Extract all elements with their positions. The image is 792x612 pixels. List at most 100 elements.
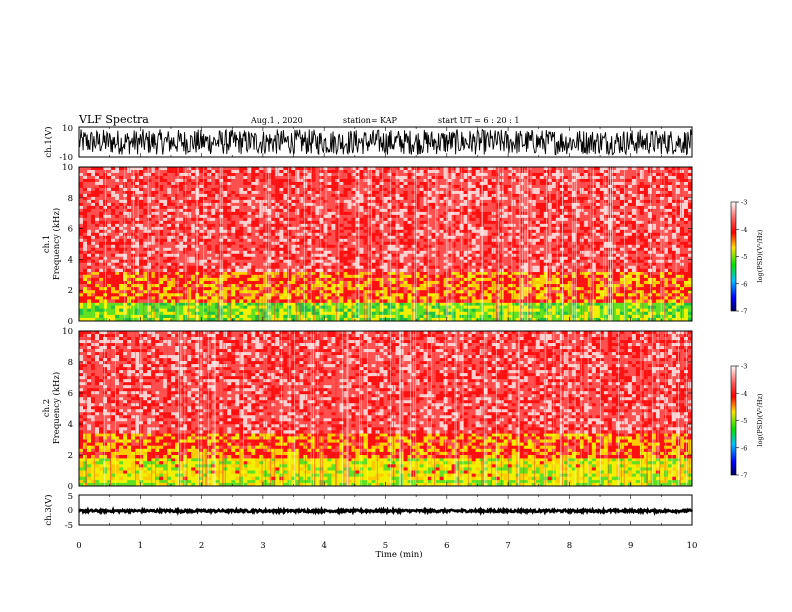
ch1-spectrogram-cell bbox=[556, 296, 560, 299]
ch1-spectrogram-cell bbox=[283, 290, 287, 293]
ch1-spectrogram-cell bbox=[259, 200, 263, 203]
ch1-spectrogram-cell bbox=[440, 303, 444, 306]
ch1-spectrogram-cell bbox=[323, 242, 327, 245]
ch1-spectrogram-cell bbox=[187, 293, 191, 296]
ch1-spectrogram-cell bbox=[107, 266, 111, 269]
ch1-spectrogram-cell bbox=[123, 284, 127, 287]
ch1-spectrogram-cell bbox=[91, 200, 95, 203]
ch1-spectrogram-cell bbox=[251, 309, 255, 312]
ch1-spectrogram-cell bbox=[420, 281, 424, 284]
ch1-spectrogram-cell bbox=[359, 248, 363, 251]
ch1-spectrogram-cell bbox=[87, 245, 91, 248]
ch1-spectrogram-cell bbox=[219, 299, 223, 302]
ch1-spectrogram-cell bbox=[315, 206, 319, 209]
ch1-spectrogram-cell bbox=[187, 254, 191, 257]
ch1-spectrogram-cell bbox=[347, 306, 351, 309]
ch1-spectrogram-cell bbox=[580, 275, 584, 278]
ch1-spectrogram-cell bbox=[171, 312, 175, 315]
ch1-spectrogram-cell bbox=[347, 224, 351, 227]
ch1-spectrogram-cell bbox=[484, 278, 488, 281]
ch1-spectrogram-cell bbox=[239, 269, 243, 272]
ch1-spectrogram-cell bbox=[267, 227, 271, 230]
ch1-spectrogram-cell bbox=[231, 312, 235, 315]
ch1-spectrogram-cell bbox=[540, 278, 544, 281]
ch1-spectrogram-cell bbox=[95, 315, 99, 318]
ch1-spectrogram-cell bbox=[319, 203, 323, 206]
ch1-spectrogram-cell bbox=[259, 176, 263, 179]
ch1-spectrogram-cell bbox=[371, 287, 375, 290]
ch1-spectrogram-cell bbox=[211, 176, 215, 179]
ch1-spectrogram-cell bbox=[163, 203, 167, 206]
ch1-spectrogram-cell bbox=[239, 293, 243, 296]
ch1-spectrogram-cell bbox=[632, 290, 636, 293]
ch1-spectrogram-cell bbox=[79, 303, 83, 306]
ch1-spectrogram-cell bbox=[379, 306, 383, 309]
ch1-spectrogram-cell bbox=[384, 275, 388, 278]
ch1-spectrogram-cell bbox=[107, 315, 111, 318]
ch1-spectrogram-cell bbox=[167, 170, 171, 173]
ch1-spectrogram-cell bbox=[235, 185, 239, 188]
ch1-spectrogram-cell bbox=[91, 233, 95, 236]
ch1-spectrogram-cell bbox=[564, 312, 568, 315]
ch1-spectrogram-cell bbox=[239, 296, 243, 299]
ch1-spectrogram-cell bbox=[247, 233, 251, 236]
ch1-spectrogram-cell bbox=[263, 245, 267, 248]
ch1-spectrogram-cell bbox=[199, 254, 203, 257]
ch1-spectrogram-cell bbox=[87, 239, 91, 242]
ch1-spectrogram-cell bbox=[267, 206, 271, 209]
ch1-spectrogram-cell bbox=[384, 290, 388, 293]
ch1-spectrogram-cell bbox=[243, 236, 247, 239]
ch1-spectrogram-cell bbox=[83, 221, 87, 224]
ch1-spectrogram-cell bbox=[660, 278, 664, 281]
ch1-spectrogram-cell bbox=[315, 179, 319, 182]
ch1-spectrogram-cell bbox=[239, 203, 243, 206]
ch1-spectrogram-cell bbox=[231, 251, 235, 254]
ch1-spectrogram-cell bbox=[167, 197, 171, 200]
ch1-spectrogram-cell bbox=[95, 191, 99, 194]
ch1-spectrogram-cell bbox=[660, 281, 664, 284]
ch1-spectrogram-cell bbox=[444, 296, 448, 299]
ch1-spectrogram-cell bbox=[83, 203, 87, 206]
ch1-spectrogram-cell bbox=[99, 260, 103, 263]
ch1-spectrogram-cell bbox=[343, 278, 347, 281]
ch1-spectrogram-cell bbox=[287, 242, 291, 245]
ch1-spectrogram-cell bbox=[267, 269, 271, 272]
ch1-spectrogram-cell bbox=[392, 284, 396, 287]
ch1-spectrogram-cell bbox=[231, 269, 235, 272]
ch1-spectrogram-cell bbox=[263, 170, 267, 173]
ch1-spectrogram-cell bbox=[680, 284, 684, 287]
ch1-spectrogram-cell bbox=[83, 315, 87, 318]
ch1-spectrogram-cell bbox=[283, 242, 287, 245]
ch1-spectrogram-cell bbox=[135, 254, 139, 257]
ch1-spectrogram-cell bbox=[343, 287, 347, 290]
ch1-spectrogram-cell bbox=[211, 309, 215, 312]
ch1-spectrogram-cell bbox=[279, 170, 283, 173]
ch1-spectrogram-cell bbox=[283, 254, 287, 257]
ch1-spectrogram-cell bbox=[239, 185, 243, 188]
ch1-spectrogram-cell bbox=[171, 299, 175, 302]
ch1-spectrogram-cell bbox=[488, 275, 492, 278]
ch1-spectrogram-cell bbox=[420, 284, 424, 287]
ch1-spectrogram-cell bbox=[420, 296, 424, 299]
ch1-spectrogram-cell bbox=[111, 200, 115, 203]
ch1-spectrogram-cell bbox=[123, 309, 127, 312]
ch1-spectrogram-cell bbox=[359, 269, 363, 272]
ch1-spectrogram-cell bbox=[251, 251, 255, 254]
ch1-spectrogram-cell bbox=[91, 254, 95, 257]
ch1-spectrogram-cell bbox=[379, 296, 383, 299]
ch1-spectrogram-cell bbox=[287, 254, 291, 257]
ch1-spectrogram-cell bbox=[175, 239, 179, 242]
ch1-spectrogram-cell bbox=[247, 173, 251, 176]
ch1-spectrogram-cell bbox=[283, 191, 287, 194]
ch1-spectrogram-cell bbox=[211, 284, 215, 287]
ch1-spectrogram-cell bbox=[175, 194, 179, 197]
ch1-spectrogram-cell bbox=[632, 287, 636, 290]
ch1-spectrogram-cell bbox=[263, 221, 267, 224]
ch1-spectrogram-cell bbox=[247, 296, 251, 299]
ch1-spectrogram-cell bbox=[347, 218, 351, 221]
ch1-spectrogram-cell bbox=[560, 281, 564, 284]
ch1-spectrogram-cell bbox=[616, 281, 620, 284]
ch1-spectrogram-cell bbox=[408, 284, 412, 287]
ch1-spectrogram-cell bbox=[239, 272, 243, 275]
ch1-spectrogram-cell bbox=[644, 290, 648, 293]
